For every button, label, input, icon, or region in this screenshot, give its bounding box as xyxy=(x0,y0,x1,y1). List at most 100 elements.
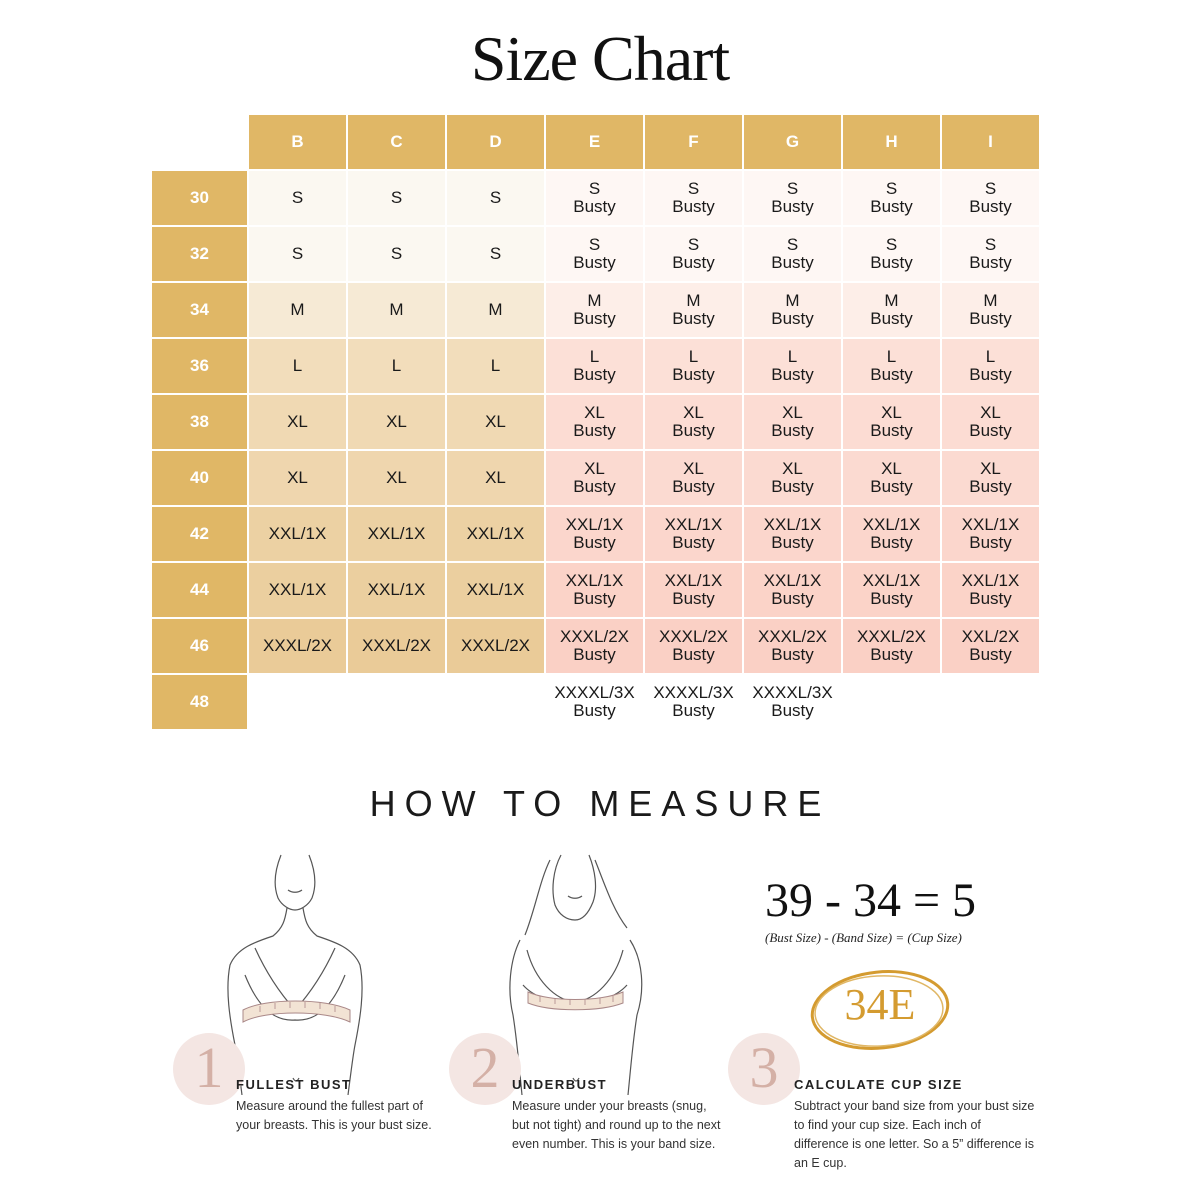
busty-label: Busty xyxy=(969,197,1012,216)
size-label: S xyxy=(588,235,601,254)
size-label: S xyxy=(390,188,403,207)
size-label: M xyxy=(785,291,800,310)
size-cell: XL xyxy=(348,451,445,505)
size-cell: XXL/1X xyxy=(348,507,445,561)
size-label: XXL/1X xyxy=(763,571,822,590)
size-cell: XL Busty xyxy=(942,395,1039,449)
size-label: XXL/2X xyxy=(961,627,1020,646)
size-label: XXXXL/3X xyxy=(554,683,635,702)
busty-label: Busty xyxy=(969,589,1012,608)
cup-header-d: D xyxy=(447,115,544,169)
size-label: XXL/1X xyxy=(367,580,426,599)
band-header-32: 32 xyxy=(152,227,247,281)
size-cell: XL Busty xyxy=(546,451,643,505)
size-cell: S Busty xyxy=(645,227,742,281)
size-cell: L Busty xyxy=(843,339,940,393)
size-label: L xyxy=(985,347,996,366)
size-label: S xyxy=(390,244,403,263)
size-cell: L Busty xyxy=(942,339,1039,393)
size-label: L xyxy=(391,356,402,375)
size-label: M xyxy=(884,291,899,310)
size-cell: S xyxy=(447,227,544,281)
size-cell: M Busty xyxy=(744,283,841,337)
busty-label: Busty xyxy=(672,365,715,384)
busty-label: Busty xyxy=(672,589,715,608)
cup-header-e: E xyxy=(546,115,643,169)
size-label: XL xyxy=(386,468,407,487)
size-label: XXXL/2X xyxy=(857,627,926,646)
size-label: XL xyxy=(980,459,1001,478)
size-cell: M xyxy=(348,283,445,337)
size-cell: M Busty xyxy=(942,283,1039,337)
size-cell: S xyxy=(447,171,544,225)
size-cell: M Busty xyxy=(645,283,742,337)
size-cell: S xyxy=(249,171,346,225)
size-cell: XXL/1X xyxy=(249,507,346,561)
busty-label: Busty xyxy=(672,421,715,440)
size-cell: XXL/1X xyxy=(447,507,544,561)
size-label: XL xyxy=(584,403,605,422)
busty-label: Busty xyxy=(771,309,814,328)
how-to-measure-heading: HOW TO MEASURE xyxy=(369,783,831,824)
size-cell: M Busty xyxy=(843,283,940,337)
busty-label: Busty xyxy=(672,533,715,552)
size-label: XXL/1X xyxy=(961,571,1020,590)
size-cell: XXL/1X Busty xyxy=(843,507,940,561)
busty-label: Busty xyxy=(573,253,616,272)
size-cell: XXL/1X Busty xyxy=(546,507,643,561)
busty-label: Busty xyxy=(573,477,616,496)
size-label: XXL/1X xyxy=(367,524,426,543)
size-label: S xyxy=(885,179,898,198)
size-cell: S Busty xyxy=(942,227,1039,281)
size-cell: XL Busty xyxy=(546,395,643,449)
size-label: XXL/1X xyxy=(664,515,723,534)
size-cell: XXL/2X Busty xyxy=(942,619,1039,673)
circled-size-badge-icon xyxy=(810,970,950,1050)
size-cell: XL Busty xyxy=(645,395,742,449)
size-cell: XL xyxy=(249,395,346,449)
size-label: L xyxy=(787,347,798,366)
busty-label: Busty xyxy=(771,253,814,272)
busty-label: Busty xyxy=(573,365,616,384)
size-cell: XXXXL/3X Busty xyxy=(546,675,643,729)
size-cell: XXL/1X Busty xyxy=(645,507,742,561)
underbust-illustration-icon xyxy=(509,854,643,1095)
busty-label: Busty xyxy=(573,309,616,328)
band-header-44: 44 xyxy=(152,563,247,617)
size-label: XXXL/2X xyxy=(461,636,530,655)
size-label: XL xyxy=(287,412,308,431)
band-header-34: 34 xyxy=(152,283,247,337)
size-cell: XL Busty xyxy=(843,395,940,449)
step-1-title: FULLEST BUST xyxy=(236,1077,352,1092)
size-cell: M xyxy=(447,283,544,337)
busty-label: Busty xyxy=(870,309,913,328)
table-row: 32 S S S S Busty S Busty S Busty S Busty S Busty xyxy=(152,227,1039,281)
empty-cell xyxy=(249,675,346,729)
size-label: XL xyxy=(881,459,902,478)
size-label: XL xyxy=(782,403,803,422)
size-cell: XL xyxy=(348,395,445,449)
size-cell: XL Busty xyxy=(645,451,742,505)
size-cell: XXXXL/3X Busty xyxy=(645,675,742,729)
busty-label: Busty xyxy=(771,477,814,496)
size-label: S xyxy=(489,188,502,207)
size-label: XXL/1X xyxy=(565,515,624,534)
size-cell: M Busty xyxy=(546,283,643,337)
size-cell: S Busty xyxy=(942,171,1039,225)
band-header-42: 42 xyxy=(152,507,247,561)
size-label: XL xyxy=(881,403,902,422)
empty-cell xyxy=(942,675,1039,729)
busty-label: Busty xyxy=(771,533,814,552)
empty-cell xyxy=(843,675,940,729)
band-header-36: 36 xyxy=(152,339,247,393)
size-cell: XXL/1X Busty xyxy=(744,507,841,561)
size-cell: XXL/1X xyxy=(249,563,346,617)
size-cell: XXXL/2X Busty xyxy=(546,619,643,673)
size-cell: XXL/1X Busty xyxy=(546,563,643,617)
size-cell: S Busty xyxy=(546,227,643,281)
busty-label: Busty xyxy=(672,253,715,272)
busty-label: Busty xyxy=(573,533,616,552)
size-label: S xyxy=(786,235,799,254)
busty-label: Busty xyxy=(672,477,715,496)
